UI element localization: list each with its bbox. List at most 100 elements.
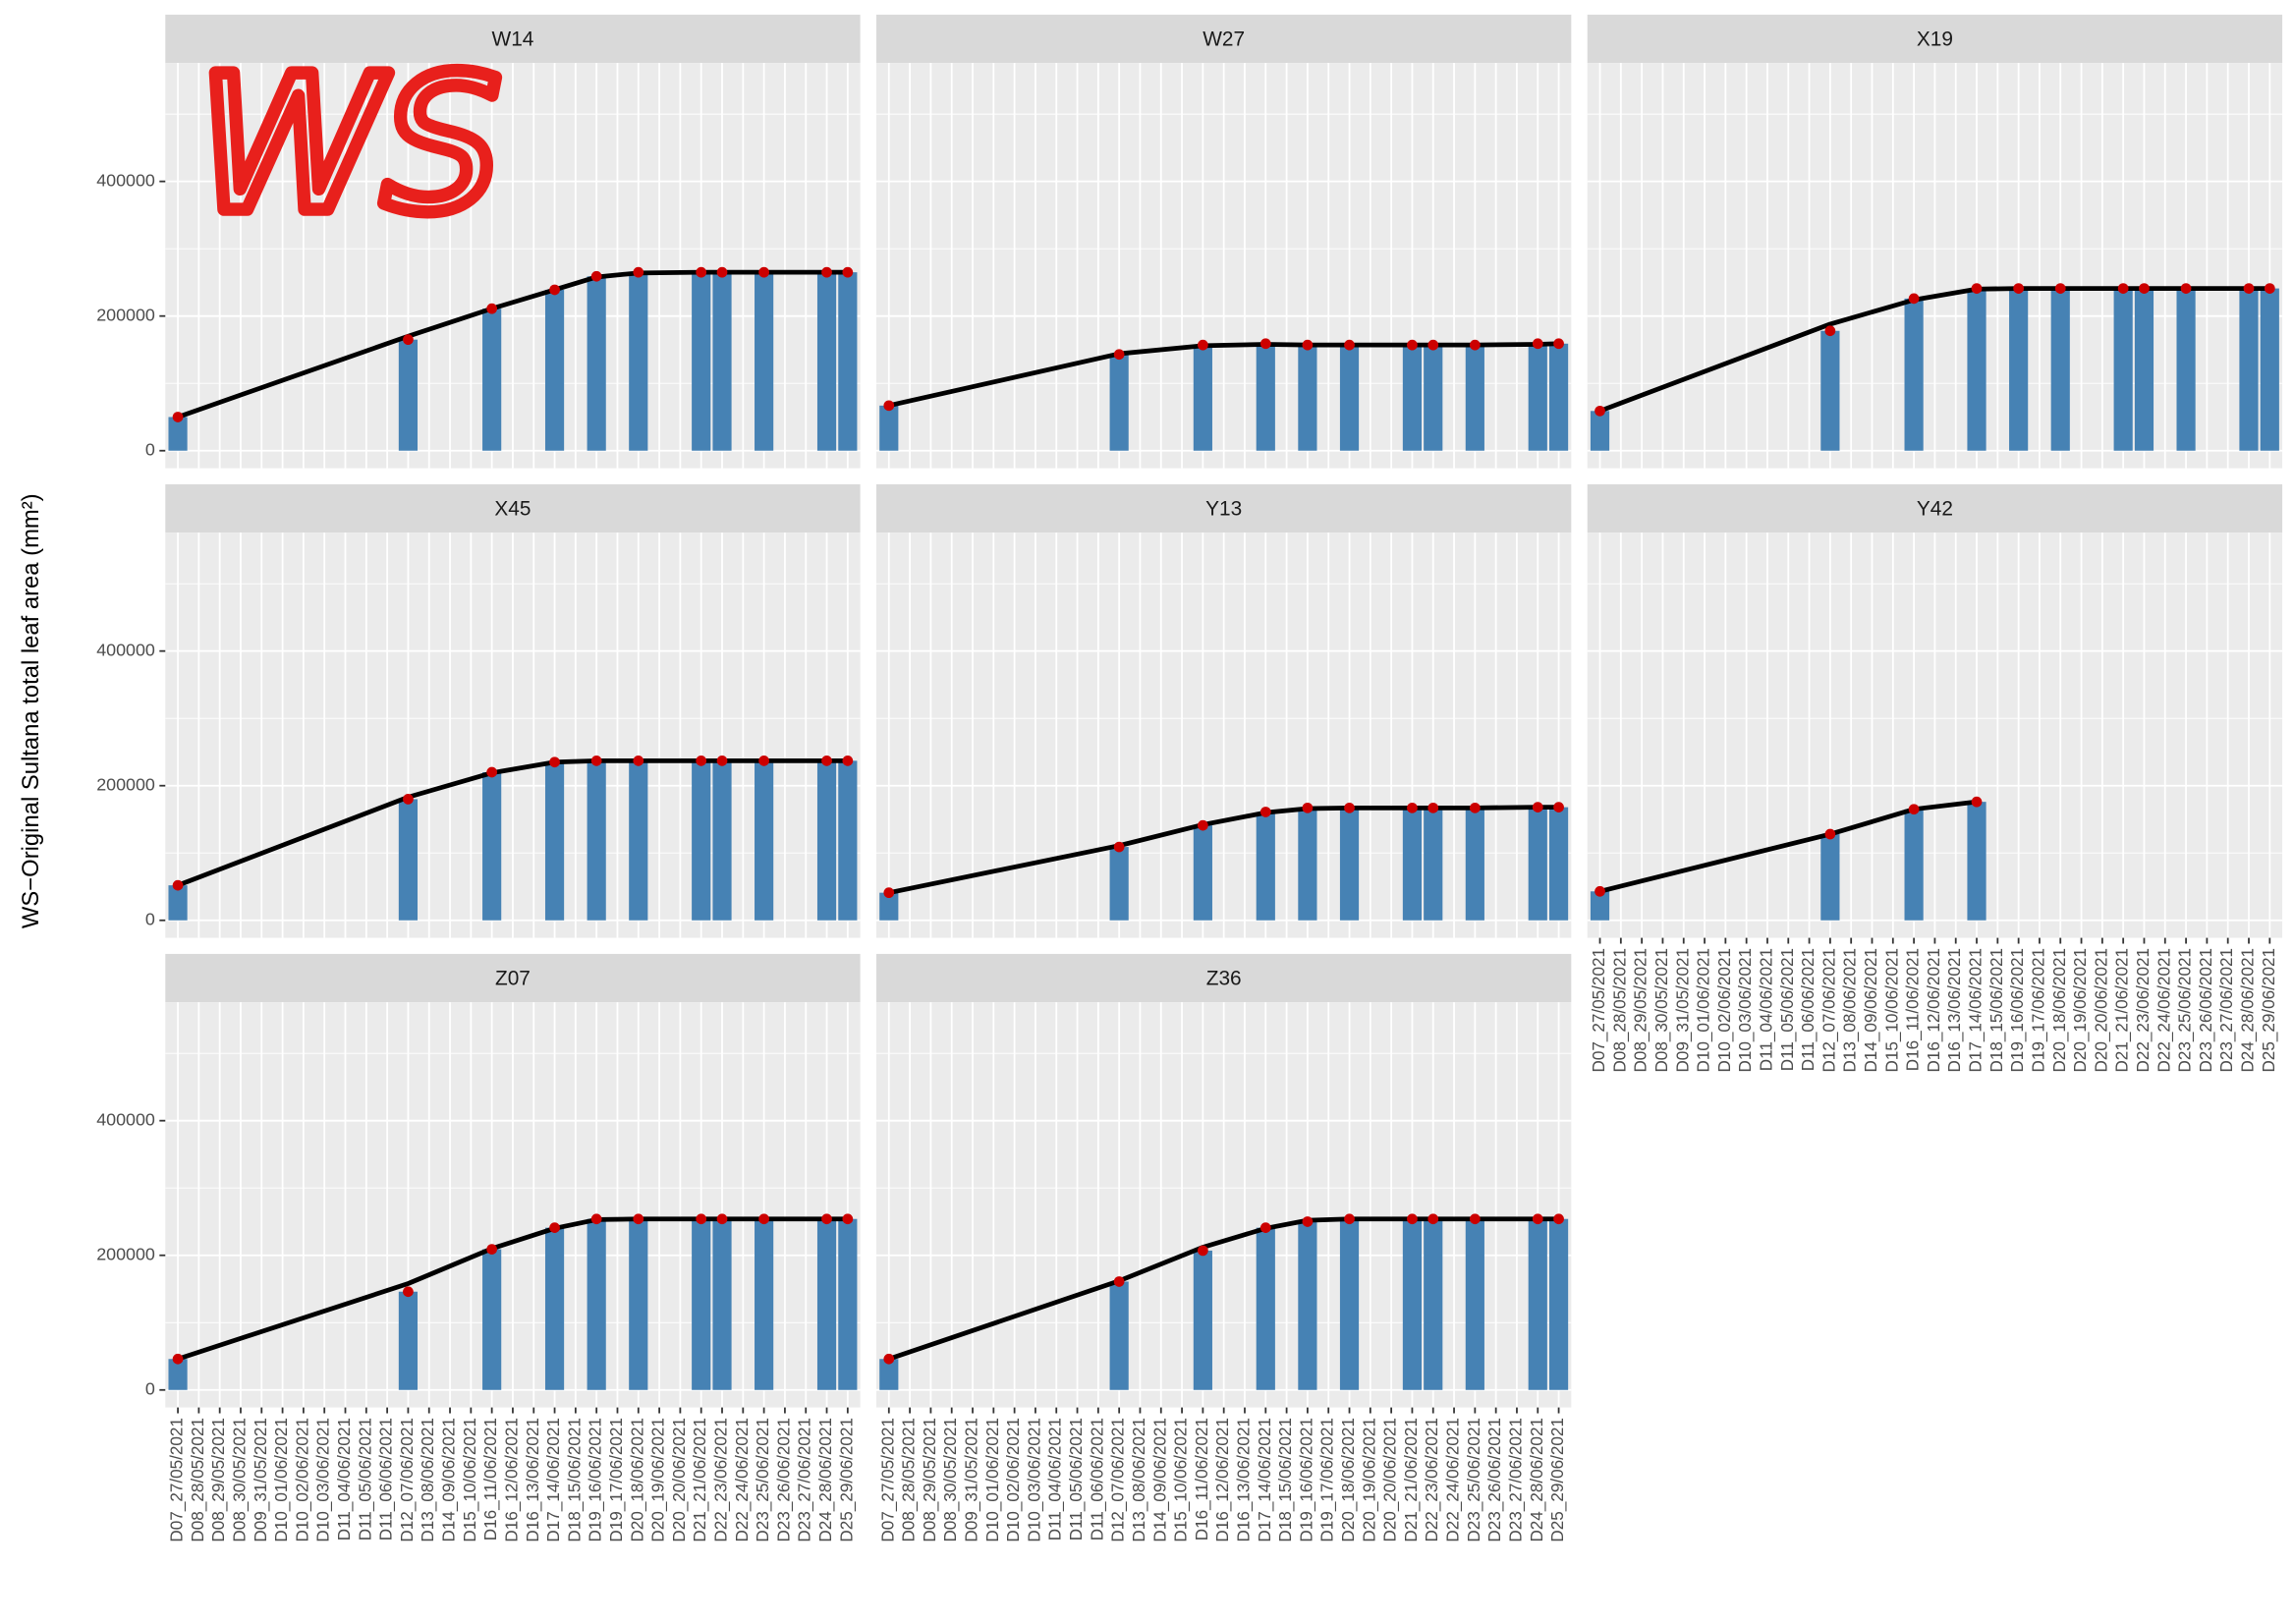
point [2139, 283, 2150, 294]
x-tick-label: D10_03/06/2021 [1025, 1418, 1043, 1542]
point [403, 1286, 414, 1298]
bar [168, 417, 188, 451]
bar [1967, 802, 1986, 921]
x-tick-label: D23_26/06/2021 [2197, 948, 2215, 1073]
bar [755, 760, 774, 921]
point [1532, 338, 1543, 350]
y-tick-label: 400000 [96, 640, 155, 659]
bar [544, 761, 565, 921]
bar [692, 272, 711, 451]
bar [1339, 345, 1360, 451]
point [1113, 1276, 1125, 1287]
point [1908, 804, 1920, 815]
x-tick-label: D20_19/06/2021 [2071, 948, 2090, 1073]
x-tick-label: D20_18/06/2021 [2050, 948, 2069, 1073]
x-tick-label: D08_30/05/2021 [1652, 948, 1671, 1073]
x-tick-label: D08_29/05/2021 [1632, 948, 1651, 1073]
point [1198, 819, 1208, 831]
x-tick-label: D22_23/06/2021 [712, 1418, 731, 1542]
facet-strip [165, 483, 861, 533]
x-tick-label: D17_14/06/2021 [1256, 1418, 1274, 1542]
bar [1528, 343, 1547, 451]
facet-strip [876, 483, 1572, 533]
bar [692, 760, 711, 921]
point [696, 266, 707, 278]
x-tick-label: D16_12/06/2021 [1925, 948, 1943, 1073]
x-tick-label: D07_27/05/2021 [168, 1418, 187, 1542]
point [2013, 283, 2024, 294]
y-tick-label: 0 [145, 1378, 155, 1398]
x-tick-label: D23_26/06/2021 [774, 1418, 793, 1542]
x-tick-label: D20_20/06/2021 [1381, 1418, 1400, 1542]
bar [1339, 1218, 1360, 1390]
bar [1548, 1218, 1569, 1390]
y-tick-label: 200000 [96, 305, 155, 324]
bar [629, 760, 648, 921]
y-tick-label: 200000 [96, 1244, 155, 1263]
x-tick-label: D23_25/06/2021 [2176, 948, 2195, 1073]
bar [482, 308, 502, 451]
x-tick-label: D22_24/06/2021 [2154, 948, 2173, 1073]
facet-strip [165, 14, 861, 64]
bar [168, 885, 188, 921]
x-tick-label: D19_17/06/2021 [607, 1418, 626, 1542]
x-tick-label: D18_15/06/2021 [1276, 1418, 1295, 1542]
point [172, 879, 184, 891]
x-tick-label: D24_28/06/2021 [2239, 948, 2258, 1073]
point [2264, 283, 2275, 294]
bar [398, 339, 419, 451]
bar [2113, 288, 2133, 451]
point [1469, 1213, 1481, 1225]
bar [1590, 891, 1610, 921]
point [486, 303, 498, 314]
facet-strip [1587, 483, 2283, 533]
bar [1424, 1218, 1443, 1390]
point [758, 755, 769, 766]
bar [1424, 808, 1443, 921]
x-tick-label: D11_05/06/2021 [1067, 1418, 1086, 1540]
bar [544, 1227, 565, 1390]
point [1824, 325, 1836, 337]
point [1302, 339, 1314, 351]
facet-title: Y13 [1205, 497, 1242, 520]
point [633, 755, 644, 766]
x-tick-label: D11_06/06/2021 [1799, 948, 1818, 1071]
point [716, 755, 728, 766]
facet-strip [1587, 14, 2283, 64]
y-axis-label: WS−Original Sultana total leaf area (mm²… [18, 493, 44, 928]
bar [816, 1218, 837, 1390]
bar [587, 1218, 606, 1390]
point [821, 755, 832, 766]
bar [1193, 345, 1212, 451]
bar [1528, 1218, 1547, 1390]
bar [544, 289, 565, 451]
x-tick-label: D11_06/06/2021 [377, 1418, 396, 1540]
point [1259, 338, 1271, 350]
point [403, 794, 414, 805]
facet-strip [876, 953, 1572, 1003]
x-tick-label: D20_19/06/2021 [1360, 1418, 1378, 1542]
x-tick-label: D14_09/06/2021 [1150, 1418, 1169, 1542]
y-tick-label: 400000 [96, 170, 155, 190]
bar [1967, 288, 1986, 451]
x-tick-label: D20_20/06/2021 [2092, 948, 2110, 1073]
x-tick-label: D15_10/06/2021 [1882, 948, 1901, 1073]
point [1427, 802, 1439, 813]
x-tick-label: D09_31/05/2021 [963, 1418, 981, 1542]
bar [2134, 288, 2154, 451]
point [486, 766, 498, 778]
x-tick-label: D08_28/05/2021 [900, 1418, 919, 1542]
bar [1298, 1221, 1317, 1390]
point [758, 1213, 769, 1225]
facet-strip [165, 953, 861, 1003]
bar [692, 1218, 711, 1390]
bar [1465, 808, 1484, 921]
x-tick-label: D16_11/06/2021 [481, 1418, 500, 1540]
point [590, 270, 602, 282]
x-tick-label: D11_04/06/2021 [335, 1418, 354, 1540]
point [1553, 1213, 1564, 1225]
x-tick-label: D08_30/05/2021 [230, 1418, 249, 1542]
bar [1256, 1227, 1275, 1390]
x-tick-label: D23_27/06/2021 [796, 1418, 814, 1542]
x-tick-label: D21_21/06/2021 [691, 1418, 709, 1542]
